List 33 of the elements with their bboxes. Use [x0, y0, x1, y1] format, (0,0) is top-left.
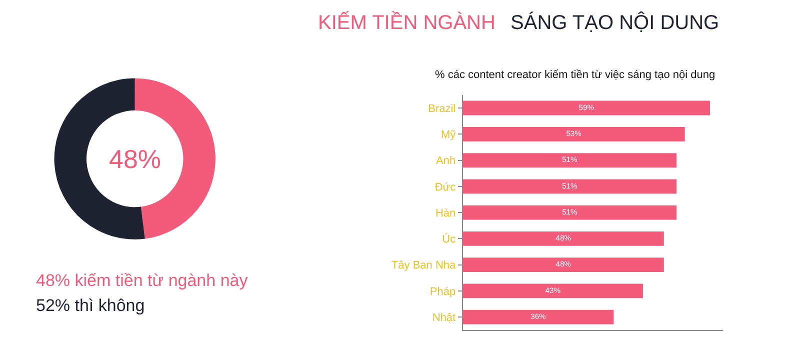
- text: SÁNG TẠO NỘI DUNG: [505, 11, 720, 34]
- text: 48% kiếm tiền từ ngành này: [36, 271, 248, 290]
- y-tick-label: Tây Ban Nha: [391, 260, 457, 272]
- bar: [462, 284, 643, 298]
- y-tick-label: Mỹ: [440, 128, 456, 141]
- bar: [462, 310, 614, 324]
- y-tick-label: Brazil: [428, 102, 456, 115]
- y-tick-label: Hàn: [435, 207, 456, 220]
- y-tick-label: Úc: [442, 232, 456, 246]
- y-tick-label: Pháp: [430, 286, 456, 298]
- bar: [462, 179, 676, 194]
- bar: [462, 231, 664, 246]
- chart-title: % các content creator kiếm tiền từ việc sáng tạo nội dung: [435, 69, 716, 81]
- data-label: 48%: [556, 260, 572, 269]
- data-label: 53%: [566, 129, 582, 138]
- bar: [462, 126, 685, 142]
- text: 48%: [109, 144, 162, 174]
- data-label: 51%: [562, 181, 578, 190]
- text: 52% thì không: [36, 296, 145, 315]
- data-label: 43%: [545, 286, 561, 295]
- data-label: 59%: [578, 102, 594, 112]
- text: KIẾM TIỀN NGÀNH: [318, 11, 501, 34]
- y-tick-label: Nhật: [432, 312, 456, 324]
- data-label: 51%: [562, 155, 578, 164]
- data-label: 48%: [556, 234, 572, 243]
- bar: [462, 153, 676, 168]
- data-label: 51%: [562, 207, 578, 216]
- y-tick-label: Anh: [436, 155, 456, 168]
- data-label: 36%: [530, 312, 546, 321]
- bar: [462, 258, 664, 272]
- bar: [462, 205, 676, 220]
- bar: [462, 100, 710, 116]
- y-tick-label: Đức: [434, 181, 456, 194]
